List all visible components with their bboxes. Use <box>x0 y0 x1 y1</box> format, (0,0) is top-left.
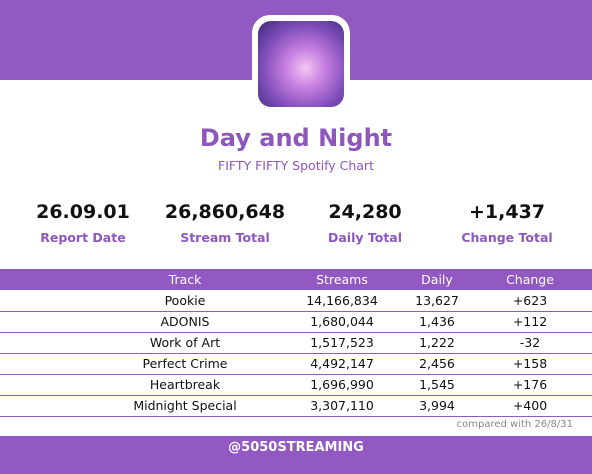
row-divider <box>0 332 592 333</box>
table-cell: 3,994 <box>419 398 455 413</box>
row-divider <box>0 395 592 396</box>
album-art-frame <box>252 15 350 113</box>
table-cell: +400 <box>512 398 548 413</box>
table-cell: 1,517,523 <box>310 335 374 350</box>
stat-value: 24,280 <box>328 201 402 223</box>
row-divider <box>0 311 592 312</box>
stat-label: Report Date <box>40 230 126 245</box>
title: Day and Night <box>199 124 393 152</box>
table-cell: -32 <box>519 335 541 350</box>
bottom-band <box>0 436 592 474</box>
table-cell: +158 <box>512 356 548 371</box>
subtitle: FIFTY FIFTY Spotify Chart <box>218 158 374 173</box>
table-cell: Midnight Special <box>133 398 237 413</box>
table-cell: +112 <box>512 314 548 329</box>
table-cell: 1,222 <box>419 335 455 350</box>
stat-value: 26.09.01 <box>36 201 130 223</box>
stat-label: Stream Total <box>180 230 270 245</box>
column-header: Daily <box>421 272 453 287</box>
footnote: compared with 26/8/31 <box>456 419 573 430</box>
table-cell: Heartbreak <box>149 377 221 392</box>
column-header: Change <box>506 272 554 287</box>
table-cell: +176 <box>512 377 548 392</box>
table-cell: 4,492,147 <box>310 356 374 371</box>
stat-value: 26,860,648 <box>164 201 286 223</box>
table-header-band <box>0 269 592 290</box>
table-cell: Work of Art <box>149 335 221 350</box>
row-divider <box>0 416 592 417</box>
row-divider <box>0 353 592 354</box>
footer: @5050STREAMING <box>228 440 364 455</box>
row-divider <box>0 374 592 375</box>
table-cell: +623 <box>512 293 548 308</box>
stat-label: Change Total <box>461 230 553 245</box>
table-cell: 2,456 <box>419 356 455 371</box>
stat-value: +1,437 <box>468 201 546 223</box>
table-cell: 1,680,044 <box>310 314 374 329</box>
table-cell: 1,696,990 <box>310 377 374 392</box>
table-cell: Pookie <box>164 293 206 308</box>
table-cell: 14,166,834 <box>306 293 378 308</box>
table-cell: Perfect Crime <box>142 356 228 371</box>
table-cell: 1,545 <box>419 377 455 392</box>
stat-label: Daily Total <box>327 230 403 245</box>
table-cell: 1,436 <box>419 314 455 329</box>
column-header: Track <box>168 272 202 287</box>
table-cell: ADONIS <box>160 314 210 329</box>
album-art <box>258 21 344 107</box>
column-header: Streams <box>316 272 368 287</box>
table-cell: 13,627 <box>415 293 459 308</box>
table-cell: 3,307,110 <box>310 398 374 413</box>
